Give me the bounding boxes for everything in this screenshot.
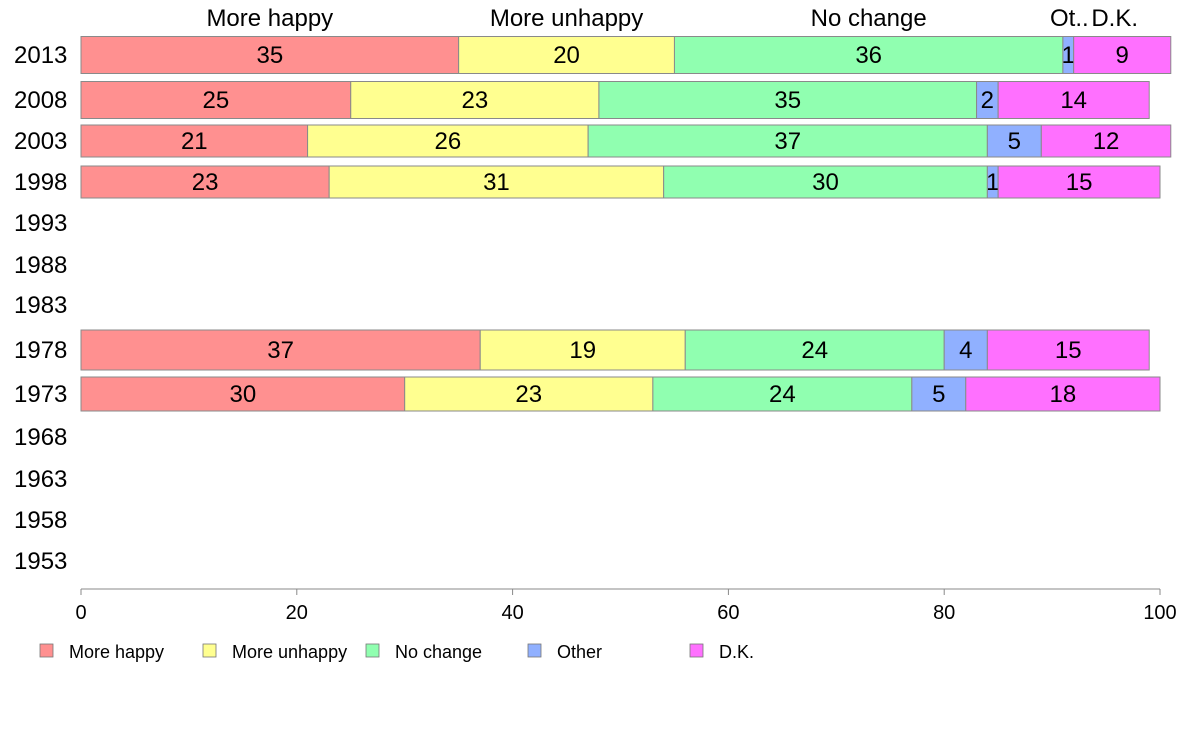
data-label-2008-more-unhappy: 23 bbox=[461, 87, 488, 114]
bar-2003-more-happy bbox=[80, 124, 309, 158]
legend-swatch-other bbox=[527, 643, 542, 658]
year-label-2008: 2008 bbox=[14, 87, 67, 114]
data-label-1973-more-unhappy: 23 bbox=[515, 381, 542, 408]
legend-swatch-more-happy bbox=[39, 643, 54, 658]
data-label-2008-more-happy: 25 bbox=[203, 87, 230, 114]
bar-2008-more-happy bbox=[80, 81, 352, 119]
bar-1998-more-unhappy bbox=[328, 165, 665, 199]
data-label-1978-more-unhappy: 19 bbox=[569, 337, 596, 364]
legend-label-no-change: No change bbox=[395, 642, 482, 662]
year-labels: 2013 2008 2003 1998 1993 1988 1983 1978 1973 1968… bbox=[14, 42, 67, 575]
data-label-1998-more-happy: 23 bbox=[192, 169, 219, 196]
year-label-1953: 1953 bbox=[14, 548, 67, 575]
data-label-2003-no-change: 37 bbox=[774, 128, 801, 155]
top-label-more-happy: More happy bbox=[206, 5, 333, 32]
data-label-1998-other: 1 bbox=[986, 169, 999, 196]
data-label-2003-d-k: 12 bbox=[1093, 128, 1120, 155]
year-label-1978: 1978 bbox=[14, 337, 67, 364]
year-label-1968: 1968 bbox=[14, 424, 67, 451]
year-label-1988: 1988 bbox=[14, 252, 67, 279]
legend: More happy More unhappy No change Other D.K. bbox=[39, 642, 754, 662]
data-label-2008-other: 2 bbox=[981, 87, 994, 114]
data-label-1973-no-change: 24 bbox=[769, 381, 796, 408]
top-label-d-k: D.K. bbox=[1091, 5, 1138, 32]
data-label-2013-no-change: 36 bbox=[855, 42, 882, 69]
legend-label-more-unhappy: More unhappy bbox=[232, 642, 347, 662]
top-category-labels: More happy More unhappy No change Ot.. D.K. bbox=[206, 5, 1138, 32]
data-label-2013-more-unhappy: 20 bbox=[553, 42, 580, 69]
legend-label-other: Other bbox=[557, 642, 602, 662]
bar-1998-no-change bbox=[663, 165, 988, 199]
data-label-1978-no-change: 24 bbox=[801, 337, 828, 364]
data-label-1998-no-change: 30 bbox=[812, 169, 839, 196]
bar-2013-no-change bbox=[673, 36, 1064, 74]
year-label-1963: 1963 bbox=[14, 466, 67, 493]
bar-2003-d-k bbox=[1040, 124, 1172, 158]
bar-2003-no-change bbox=[587, 124, 988, 158]
x-tick-label-40: 40 bbox=[501, 602, 523, 624]
data-label-1998-more-unhappy: 31 bbox=[483, 169, 510, 196]
data-label-2003-more-happy: 21 bbox=[181, 128, 208, 155]
legend-swatch-d-k bbox=[689, 643, 704, 658]
legend-swatch-more-unhappy bbox=[202, 643, 217, 658]
data-label-1973-d-k: 18 bbox=[1050, 381, 1077, 408]
x-tick-label-60: 60 bbox=[717, 602, 739, 624]
data-label-1978-other: 4 bbox=[959, 337, 972, 364]
bar-1973-d-k bbox=[965, 376, 1161, 412]
top-label-more-unhappy: More unhappy bbox=[490, 5, 643, 32]
x-tick-label-100: 100 bbox=[1143, 602, 1176, 624]
data-label-2008-d-k: 14 bbox=[1060, 87, 1087, 114]
data-label-1998-d-k: 15 bbox=[1066, 169, 1093, 196]
year-label-1973: 1973 bbox=[14, 381, 67, 408]
bar-1973-other bbox=[911, 376, 967, 412]
x-axis: 0 20 40 60 80 100 bbox=[75, 588, 1177, 624]
year-label-1983: 1983 bbox=[14, 292, 67, 319]
bar-1998-more-happy bbox=[80, 165, 330, 199]
data-label-2013-more-happy: 35 bbox=[256, 42, 283, 69]
bar-2008-more-unhappy bbox=[350, 81, 600, 119]
bar-1978-more-unhappy bbox=[479, 329, 686, 371]
bar-2013-more-happy bbox=[80, 36, 460, 74]
bar-2013-more-unhappy bbox=[458, 36, 675, 74]
year-label-1998: 1998 bbox=[14, 169, 67, 196]
bar-2013-d-k bbox=[1073, 36, 1172, 74]
year-label-1958: 1958 bbox=[14, 507, 67, 534]
bar-1978-no-change bbox=[684, 329, 945, 371]
bar-1973-more-happy bbox=[80, 376, 406, 412]
year-label-1993: 1993 bbox=[14, 210, 67, 237]
x-tick-label-0: 0 bbox=[75, 602, 86, 624]
legend-label-more-happy: More happy bbox=[69, 642, 164, 662]
bar-2008-no-change bbox=[598, 81, 978, 119]
top-label-no-change: No change bbox=[811, 5, 927, 32]
data-label-1973-other: 5 bbox=[932, 381, 945, 408]
data-label-1978-d-k: 15 bbox=[1055, 337, 1082, 364]
bar-1978-other bbox=[943, 329, 988, 371]
x-tick-label-80: 80 bbox=[933, 602, 955, 624]
data-label-2013-other: 1 bbox=[1062, 42, 1075, 69]
legend-label-d-k: D.K. bbox=[719, 642, 754, 662]
bar-1978-d-k bbox=[986, 329, 1150, 371]
bar-2003-other bbox=[986, 124, 1042, 158]
x-tick-label-20: 20 bbox=[286, 602, 308, 624]
legend-swatch-no-change bbox=[365, 643, 380, 658]
year-label-2013: 2013 bbox=[14, 42, 67, 69]
data-label-2003-more-unhappy: 26 bbox=[435, 128, 462, 155]
data-label-1978-more-happy: 37 bbox=[267, 337, 294, 364]
data-label-2008-no-change: 35 bbox=[774, 87, 801, 114]
data-label-2003-other: 5 bbox=[1008, 128, 1021, 155]
data-label-2013-d-k: 9 bbox=[1116, 42, 1129, 69]
data-label-1973-more-happy: 30 bbox=[229, 381, 256, 408]
top-label-other: Ot.. bbox=[1050, 5, 1089, 32]
bar-1973-no-change bbox=[652, 376, 913, 412]
year-label-2003: 2003 bbox=[14, 128, 67, 155]
bar-1998-d-k bbox=[997, 165, 1161, 199]
bar-2008-d-k bbox=[997, 81, 1150, 119]
bar-2003-more-unhappy bbox=[307, 124, 589, 158]
